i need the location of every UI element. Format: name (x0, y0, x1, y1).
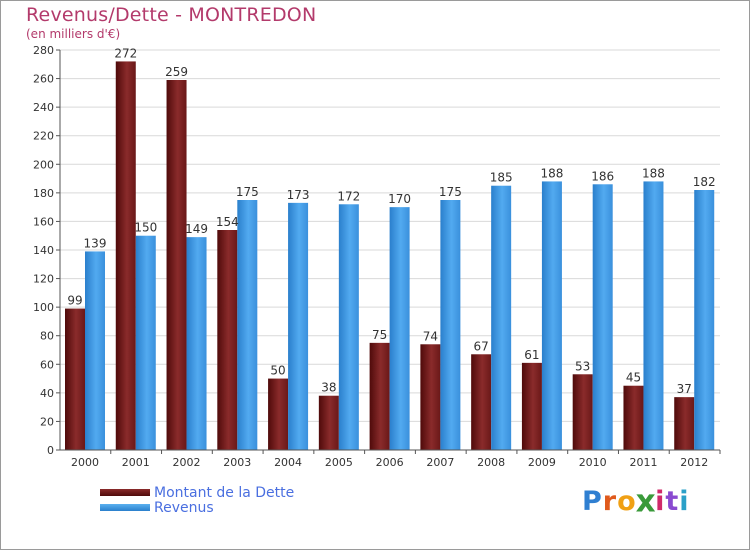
data-label-revenus-2011: 188 (642, 166, 665, 180)
bar-revenus-2000 (85, 251, 105, 450)
bar-revenus-2005 (338, 204, 359, 450)
bar-revenus-2009 (541, 181, 562, 450)
data-label-revenus-2007: 175 (439, 185, 462, 199)
y-tick-label: 140 (33, 244, 54, 257)
bar-debt-2003 (217, 230, 238, 450)
y-tick-label: 80 (40, 330, 54, 343)
data-label-debt-2005: 38 (321, 381, 336, 395)
data-label-revenus-2008: 185 (490, 171, 513, 185)
logo-letter: P (582, 486, 603, 517)
data-label-debt-2001: 272 (114, 46, 137, 60)
logo-letter: i (655, 486, 666, 517)
data-label-debt-2012: 37 (677, 382, 692, 396)
data-label-revenus-2006: 170 (388, 192, 411, 206)
bar-revenus-2011 (643, 181, 664, 450)
bar-revenus-2008 (491, 185, 512, 450)
data-label-revenus-2003: 175 (236, 185, 259, 199)
chart-subtitle: (en milliers d'€) (26, 27, 121, 41)
legend-swatch-debt (100, 489, 150, 496)
y-tick-label: 200 (33, 158, 54, 171)
data-label-revenus-2001: 150 (134, 221, 157, 235)
bar-debt-2012 (674, 397, 695, 450)
bar-debt-2005 (318, 395, 339, 450)
y-tick-label: 120 (33, 273, 54, 286)
bar-debt-2009 (521, 362, 542, 450)
data-label-revenus-2005: 172 (337, 189, 360, 203)
y-tick-label: 0 (47, 444, 54, 457)
legend-label-debt: Montant de la Dette (154, 485, 295, 501)
bar-debt-2010 (572, 374, 593, 450)
bar-debt-2007 (420, 344, 441, 450)
bar-debt-2008 (471, 354, 492, 450)
x-tick-label-2003: 2003 (223, 456, 251, 469)
y-tick-label: 240 (33, 101, 54, 114)
data-label-debt-2009: 61 (524, 348, 539, 362)
bar-revenus-2001 (135, 235, 156, 450)
bar-revenus-2012 (694, 190, 715, 450)
bar-debt-2000 (65, 308, 85, 450)
x-tick-label-2001: 2001 (122, 456, 150, 469)
y-tick-label: 60 (40, 358, 54, 371)
y-tick-label: 220 (33, 130, 54, 143)
bar-debt-2001 (115, 61, 136, 451)
logo-letter: x (635, 483, 657, 520)
x-tick-label-2000: 2000 (71, 456, 99, 469)
bar-revenus-2002 (186, 237, 207, 450)
x-tick-label-2008: 2008 (477, 456, 505, 469)
data-label-revenus-2012: 182 (693, 175, 716, 189)
data-label-debt-2008: 67 (474, 339, 489, 353)
chart-title: Revenus/Dette - MONTREDON (26, 4, 317, 26)
data-label-debt-2006: 75 (372, 328, 387, 342)
bar-revenus-2003 (237, 200, 258, 450)
data-label-debt-2004: 50 (270, 364, 285, 378)
y-tick-label: 20 (40, 415, 54, 428)
x-tick-label-2002: 2002 (173, 456, 201, 469)
x-tick-label-2011: 2011 (629, 456, 657, 469)
y-tick-label: 160 (33, 215, 54, 228)
bar-debt-2002 (166, 80, 187, 450)
bar-revenus-2010 (592, 184, 613, 451)
y-tick-label: 100 (33, 301, 54, 314)
x-tick-label-2005: 2005 (325, 456, 353, 469)
y-tick-label: 180 (33, 187, 54, 200)
bar-revenus-2004 (288, 202, 309, 450)
logo-letter: o (617, 486, 637, 517)
bar-debt-2004 (268, 378, 289, 450)
bar-revenus-2006 (389, 207, 410, 450)
x-tick-label-2009: 2009 (528, 456, 556, 469)
y-tick-label: 40 (40, 387, 54, 400)
data-label-revenus-2009: 188 (540, 166, 563, 180)
y-tick-label: 260 (33, 73, 54, 86)
data-label-debt-2002: 259 (165, 65, 188, 79)
bar-debt-2006 (369, 342, 390, 450)
data-label-revenus-2000: 139 (84, 236, 107, 250)
data-label-debt-2010: 53 (575, 359, 590, 373)
data-label-debt-2007: 74 (423, 329, 438, 343)
data-label-revenus-2004: 173 (287, 188, 310, 202)
logo-letter: i (679, 486, 690, 517)
proxiti-logo: Proxiti (582, 483, 690, 520)
x-tick-label-2007: 2007 (426, 456, 454, 469)
data-label-revenus-2010: 186 (591, 169, 614, 183)
logo-letter: t (665, 486, 680, 517)
bar-debt-2011 (623, 385, 644, 450)
x-tick-label-2010: 2010 (579, 456, 607, 469)
x-tick-label-2012: 2012 (680, 456, 708, 469)
x-tick-label-2006: 2006 (376, 456, 404, 469)
logo-letter: r (602, 486, 618, 517)
data-label-debt-2003: 154 (216, 215, 239, 229)
legend-swatch-revenus (100, 504, 150, 511)
data-label-debt-2011: 45 (626, 371, 641, 385)
legend-label-revenus: Revenus (154, 500, 214, 516)
data-label-revenus-2002: 149 (185, 222, 208, 236)
x-tick-label-2004: 2004 (274, 456, 302, 469)
y-tick-label: 280 (33, 44, 54, 57)
data-label-debt-2000: 99 (67, 294, 82, 308)
bar-revenus-2007 (440, 200, 461, 450)
